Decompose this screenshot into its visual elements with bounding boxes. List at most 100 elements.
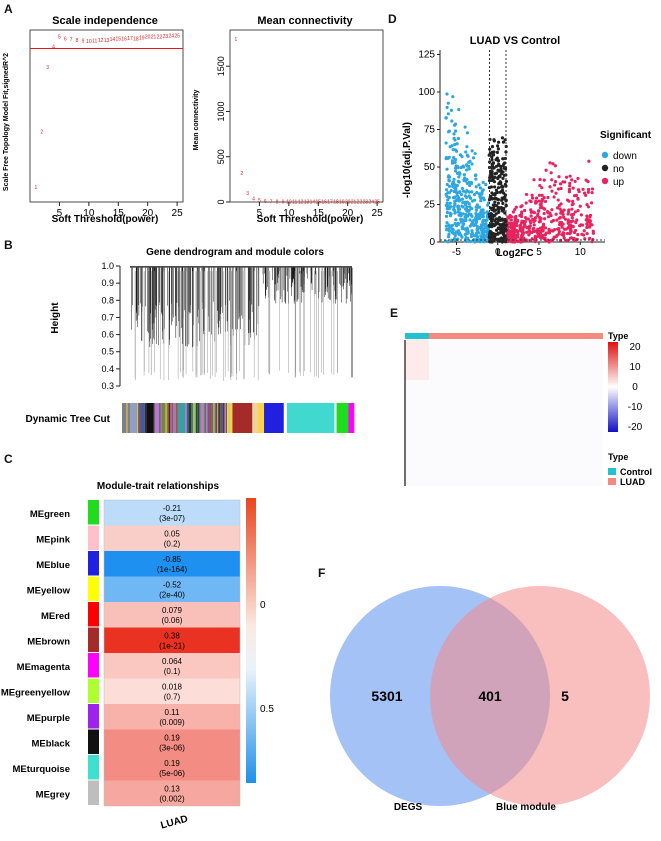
data-point bbox=[475, 190, 479, 195]
legend: down no up bbox=[601, 151, 637, 188]
data-point bbox=[504, 223, 508, 227]
data-point bbox=[465, 195, 469, 200]
p-value: (3e-07) bbox=[159, 514, 185, 523]
module-color-segment bbox=[159, 403, 161, 433]
y-tick-label: 100 bbox=[418, 87, 435, 98]
data-point bbox=[514, 214, 518, 219]
data-point bbox=[490, 150, 494, 154]
legend-label: Control bbox=[620, 467, 652, 477]
data-point bbox=[477, 231, 481, 235]
y-tick-label: 0.4 bbox=[101, 364, 114, 374]
colorbar-gradient bbox=[608, 342, 618, 432]
data-point bbox=[477, 238, 481, 242]
y-tick-label: 0 bbox=[429, 237, 435, 248]
data-point bbox=[450, 119, 454, 123]
legend-label: up bbox=[613, 177, 625, 188]
data-point: 2 bbox=[240, 171, 243, 177]
x-tick-label: 25 bbox=[172, 208, 184, 219]
p-value: (3e-06) bbox=[159, 744, 185, 753]
colorbar-tick-label: 0.5 bbox=[260, 704, 274, 715]
data-point bbox=[540, 234, 545, 238]
data-point bbox=[475, 227, 480, 231]
module-color-segment bbox=[209, 403, 211, 433]
data-point bbox=[488, 147, 492, 151]
data-point bbox=[538, 203, 542, 207]
y-axis-label: -log10(adj.P.Val) bbox=[402, 122, 413, 198]
data-point bbox=[500, 218, 504, 222]
correlation-value: 0.11 bbox=[165, 708, 181, 717]
data-point bbox=[494, 203, 498, 208]
data-point bbox=[573, 210, 577, 214]
y-axis-label: Mean connectivity bbox=[193, 90, 200, 151]
data-point bbox=[570, 203, 574, 207]
data-point bbox=[453, 199, 457, 203]
data-point bbox=[524, 192, 529, 197]
data-point bbox=[459, 165, 463, 170]
data-point bbox=[492, 180, 497, 184]
data-point: 9 bbox=[82, 39, 85, 45]
data-point bbox=[457, 199, 461, 203]
data-point bbox=[473, 151, 477, 156]
colorbar-label: Dynamic Tree Cut bbox=[26, 414, 111, 425]
data-point bbox=[451, 180, 455, 184]
data-point bbox=[456, 221, 460, 226]
module-label: MEblack bbox=[31, 738, 70, 749]
data-point bbox=[460, 186, 465, 191]
module-color-segment bbox=[169, 403, 178, 433]
data-point bbox=[499, 224, 503, 228]
data-point: 13 bbox=[104, 38, 110, 44]
colorbar-tick-label: 0 bbox=[632, 382, 638, 393]
data-point bbox=[465, 181, 469, 185]
data-point bbox=[444, 116, 448, 120]
y-axis-label: Scale Free Topology Model Fit,signedR^2 bbox=[2, 53, 10, 191]
data-point bbox=[503, 219, 507, 223]
data-point bbox=[569, 213, 574, 217]
data-point bbox=[588, 220, 592, 224]
data-point bbox=[582, 233, 586, 237]
data-point bbox=[453, 221, 457, 226]
data-point bbox=[518, 226, 522, 230]
data-point bbox=[455, 194, 459, 198]
data-point bbox=[470, 190, 474, 194]
data-point bbox=[579, 213, 584, 217]
data-point bbox=[567, 190, 572, 194]
data-point: 20 bbox=[145, 34, 151, 40]
data-point bbox=[477, 192, 481, 196]
data-point bbox=[537, 193, 542, 197]
data-point bbox=[586, 180, 590, 184]
module-color-segment bbox=[188, 403, 190, 433]
data-point bbox=[557, 229, 561, 234]
data-point: 17 bbox=[327, 200, 333, 206]
annotation-title: Type bbox=[608, 331, 628, 341]
chart-title: Gene dendrogram and module colors bbox=[146, 247, 324, 258]
y-tick-label: 0.5 bbox=[101, 347, 114, 357]
data-point bbox=[588, 223, 592, 227]
module-label: MEblue bbox=[36, 560, 70, 571]
p-value: (0.009) bbox=[159, 718, 185, 727]
panel-label-f: F bbox=[318, 566, 326, 580]
data-point bbox=[587, 159, 591, 163]
data-point bbox=[522, 219, 526, 223]
chart-title: LUAD VS Control bbox=[470, 35, 560, 47]
data-point bbox=[464, 163, 469, 167]
data-point bbox=[546, 215, 551, 219]
data-point bbox=[509, 223, 513, 227]
data-point bbox=[574, 220, 578, 225]
data-point bbox=[501, 208, 506, 212]
data-point: 8 bbox=[76, 38, 79, 44]
data-point bbox=[576, 209, 580, 213]
data-point bbox=[461, 212, 465, 216]
data-point bbox=[539, 229, 543, 233]
data-point bbox=[469, 212, 473, 217]
data-point bbox=[495, 221, 500, 225]
data-point: 22 bbox=[157, 34, 163, 40]
data-point bbox=[456, 166, 460, 170]
data-point bbox=[496, 197, 501, 202]
data-point bbox=[500, 136, 505, 140]
data-point bbox=[446, 112, 450, 116]
data-point: 15 bbox=[115, 36, 121, 42]
data-point bbox=[552, 183, 557, 187]
y-tick-label: 1.0 bbox=[101, 261, 114, 271]
data-point bbox=[487, 179, 492, 183]
